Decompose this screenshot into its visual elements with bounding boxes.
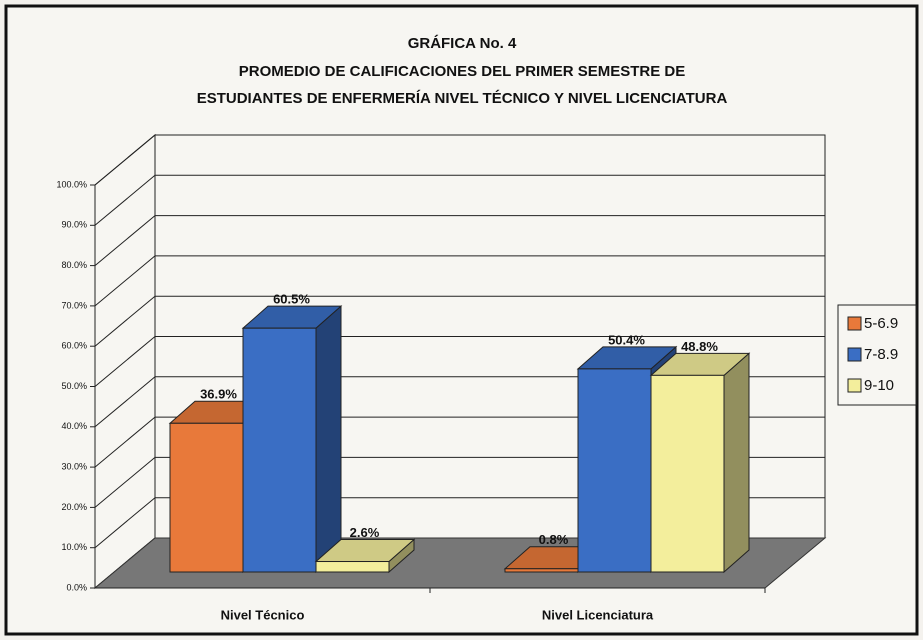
value-label: 60.5%: [273, 292, 310, 307]
value-label: 2.6%: [350, 525, 380, 540]
bar-side: [723, 352, 750, 574]
legend-swatch: [847, 378, 862, 393]
grid-line: [94, 336, 156, 387]
bar-front: [650, 374, 725, 573]
y-tick-label: 70.0%: [61, 300, 87, 310]
legend-label: 7-8.9: [864, 346, 898, 363]
bar-front: [504, 568, 579, 573]
value-label: 50.4%: [608, 332, 645, 347]
grid-line: [94, 497, 156, 549]
legend-label: 9-10: [864, 377, 894, 394]
y-tick-label: 90.0%: [61, 220, 87, 230]
y-tick-label: 100.0%: [56, 179, 87, 189]
grid-line: [94, 174, 156, 226]
legend-label: 5-6.9: [864, 315, 898, 332]
grid-line: [94, 457, 156, 508]
value-label: 48.8%: [681, 339, 718, 354]
y-tick-label: 50.0%: [61, 381, 87, 391]
bar-side: [315, 305, 342, 574]
bar: [314, 538, 416, 574]
y-tick-label: 30.0%: [61, 461, 87, 471]
y-tick-label: 10.0%: [61, 542, 87, 552]
x-tick-label: Nivel Licenciatura: [542, 607, 654, 622]
y-tick-label: 0.0%: [66, 582, 87, 592]
value-label: 36.9%: [200, 387, 237, 402]
grid-line: [94, 255, 156, 307]
y-tick-label: 20.0%: [61, 502, 87, 512]
bar-front: [577, 368, 652, 573]
bar-front: [315, 561, 390, 573]
y-tick-label: 80.0%: [61, 260, 87, 270]
chart-title: PROMEDIO DE CALIFICACIONES DEL PRIMER SE…: [239, 63, 685, 80]
legend-swatch: [847, 316, 862, 331]
grid-line: [94, 295, 156, 347]
legend-swatch: [847, 347, 862, 362]
bar-front: [169, 422, 244, 573]
grid-line: [94, 134, 156, 186]
y-tick-label: 60.0%: [61, 341, 87, 351]
grid-line: [94, 416, 156, 468]
x-tick-label: Nivel Técnico: [221, 607, 305, 622]
bar: [241, 305, 343, 574]
grid-line: [94, 376, 156, 428]
grid-line: [94, 215, 156, 266]
bar: [649, 352, 751, 574]
chart-title: GRÁFICA No. 4: [408, 35, 517, 52]
y-tick-label: 40.0%: [61, 421, 87, 431]
chart-title: ESTUDIANTES DE ENFERMERÍA NIVEL TÉCNICO …: [197, 90, 728, 107]
value-label: 0.8%: [539, 532, 569, 547]
bar-front: [242, 327, 317, 573]
